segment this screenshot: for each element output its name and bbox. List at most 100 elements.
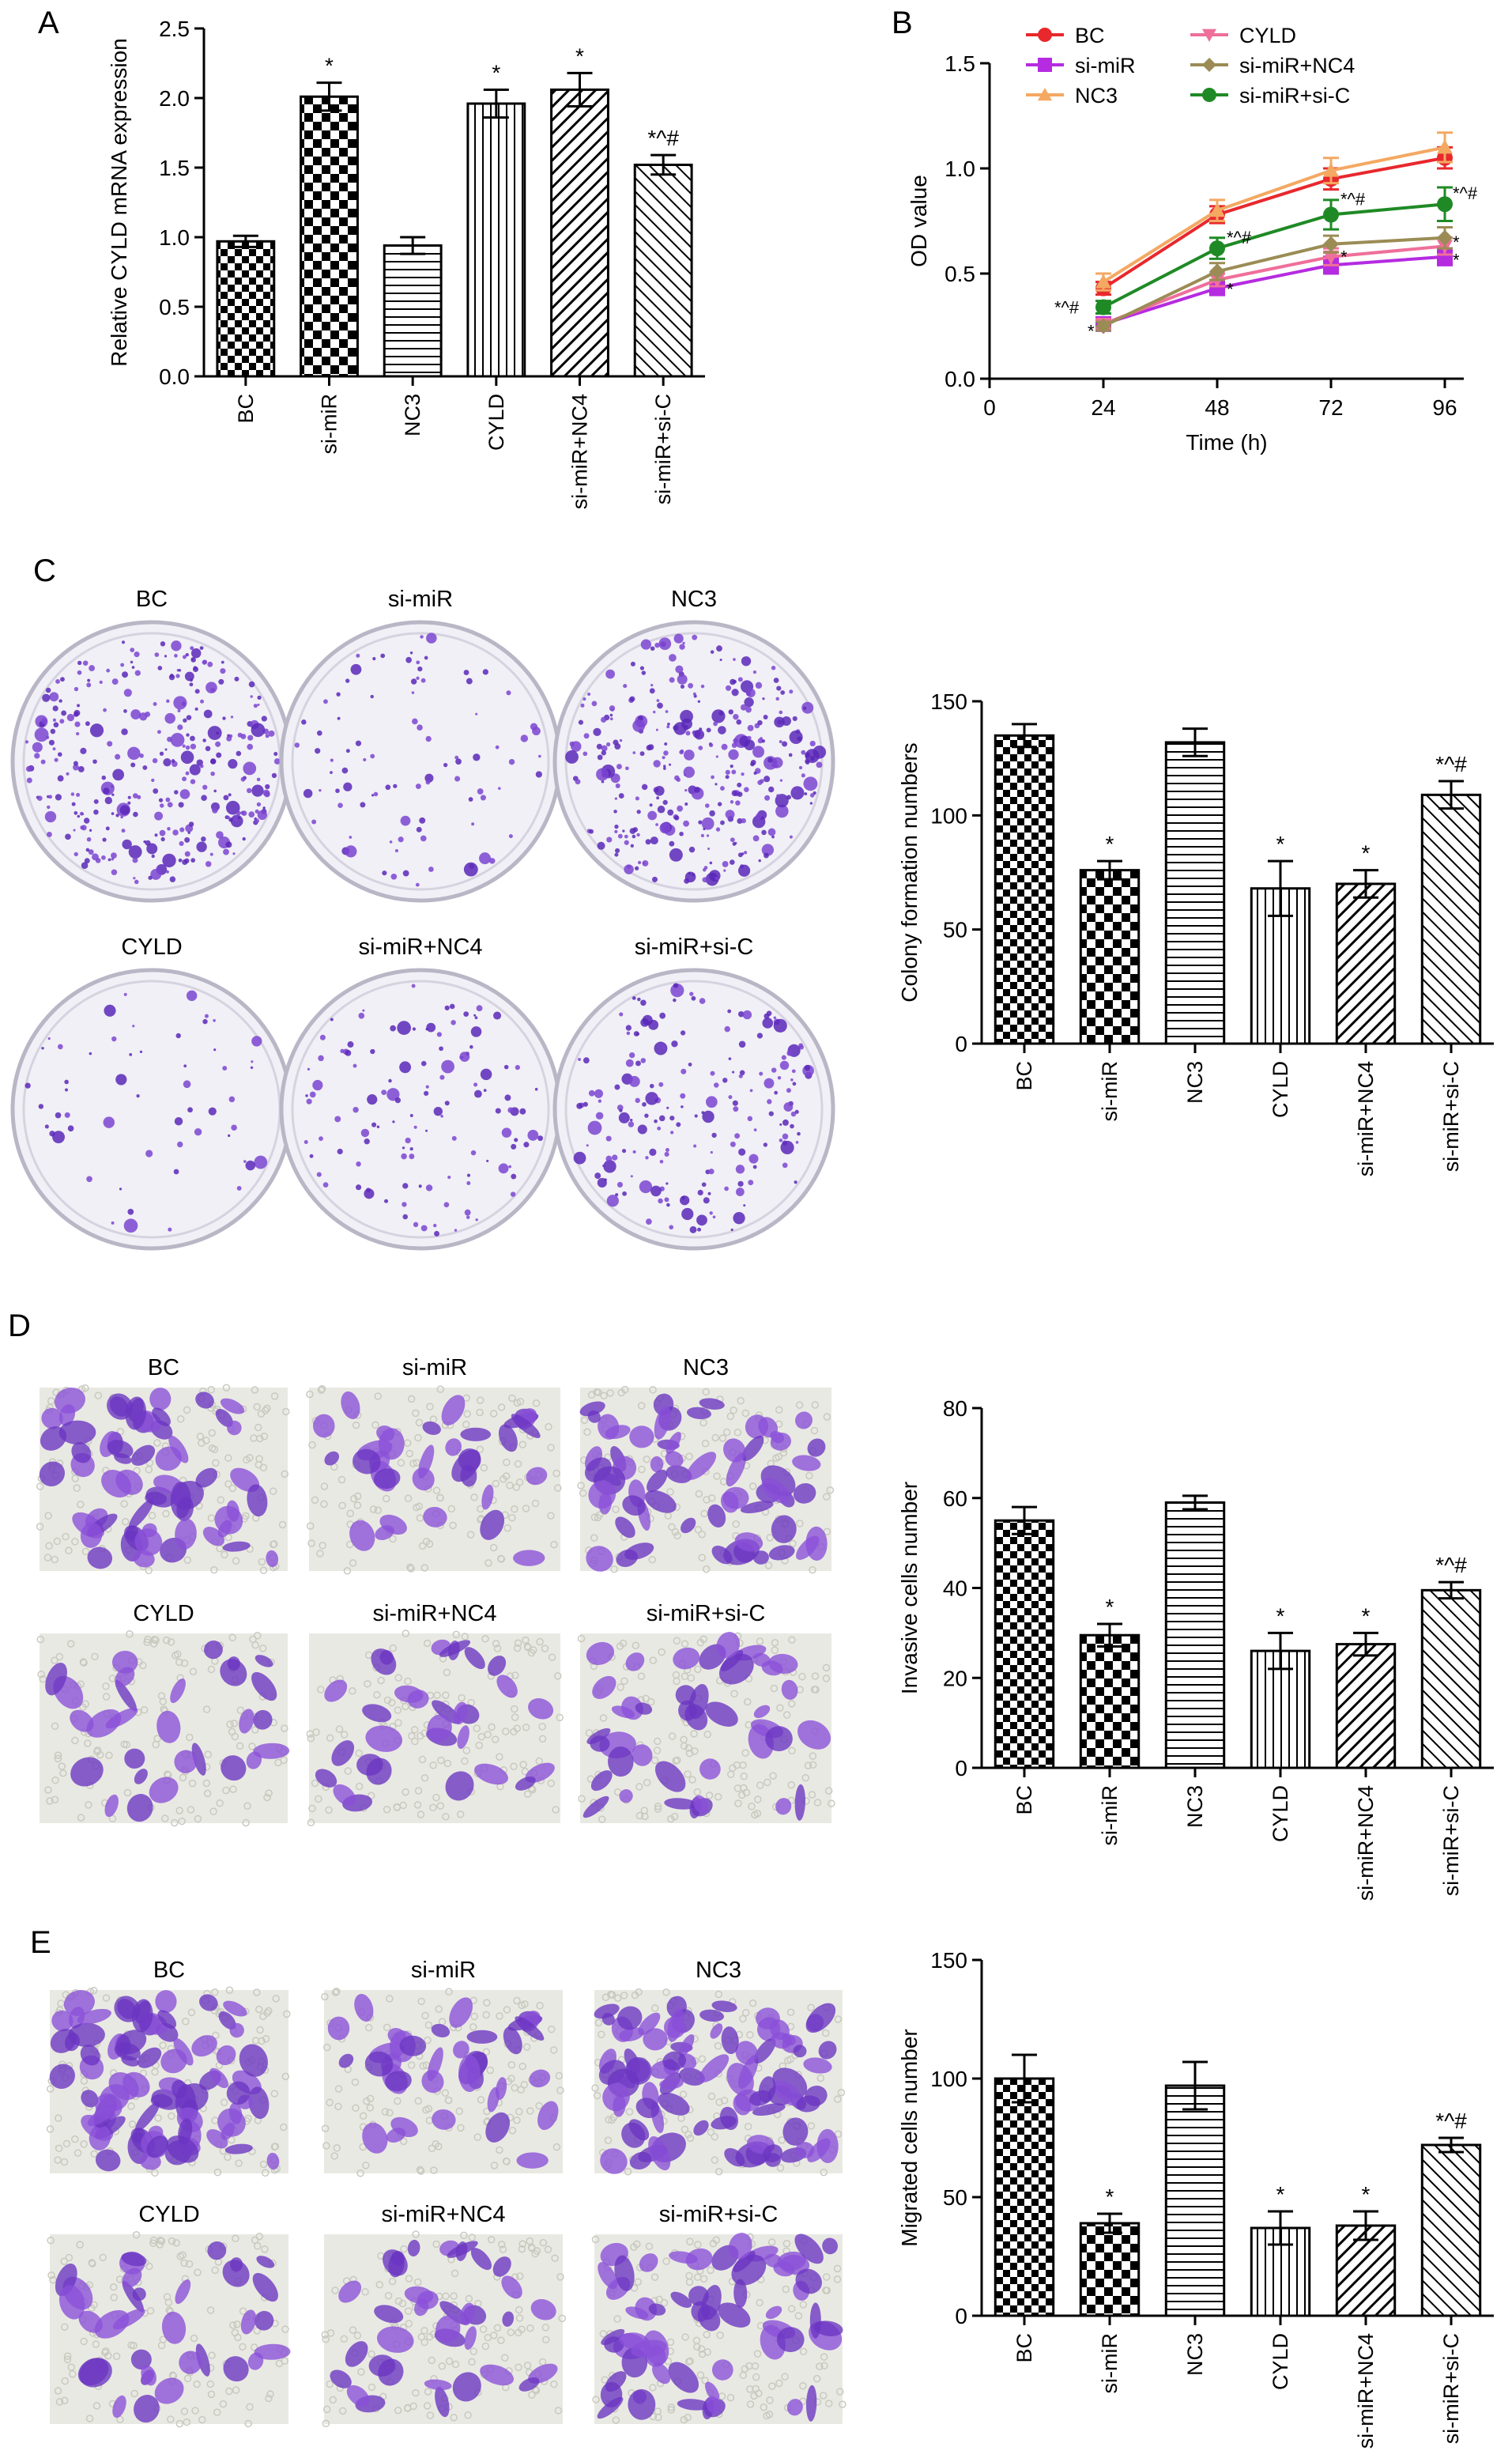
colony-dot: [630, 1119, 633, 1122]
colony-dot: [257, 810, 268, 821]
colony-dot: [466, 1173, 471, 1177]
stained-cell: [669, 2251, 698, 2264]
image-label: si-miR+NC4: [372, 1601, 496, 1626]
pore: [635, 1783, 643, 1791]
pore: [202, 1779, 211, 1788]
stained-cell: [356, 1754, 383, 1776]
stained-cell: [157, 2010, 177, 2029]
colony-dot: [25, 740, 29, 744]
pore: [823, 1413, 831, 1421]
stained-cell: [333, 1784, 356, 1806]
colony-dot: [81, 825, 87, 831]
colony-dot: [393, 784, 398, 788]
pore: [608, 1991, 616, 1999]
pore: [423, 2402, 432, 2410]
colony-dot: [345, 845, 357, 858]
colony-dot: [77, 660, 82, 666]
colony-dot: [464, 1209, 471, 1216]
colony-dot: [779, 710, 783, 715]
colony-dot: [222, 1066, 228, 1071]
stained-cell: [711, 1545, 733, 1565]
pore: [812, 1686, 820, 1694]
colony-dot: [25, 1082, 31, 1089]
colony-dot: [64, 1112, 70, 1118]
colony-dot: [210, 687, 216, 693]
pore: [229, 2321, 237, 2329]
pore: [492, 1640, 500, 1648]
data-point-si-mir-nc4: [1323, 236, 1339, 252]
pore: [338, 1501, 346, 1509]
stained-cell: [792, 1455, 821, 1471]
colony-dot: [587, 1120, 602, 1135]
colony-dot: [773, 761, 776, 764]
pore: [307, 1818, 315, 1827]
pore: [321, 2124, 330, 2132]
colony-dot: [89, 723, 104, 738]
pore: [206, 2306, 215, 2314]
colony-dot: [111, 784, 115, 788]
colony-dot: [372, 657, 376, 661]
colony-dot: [767, 757, 773, 763]
colony-dot: [764, 776, 771, 783]
colony-dot: [508, 834, 513, 839]
stained-cell: [526, 1467, 548, 1486]
bar-bc: [994, 2077, 1055, 2317]
colony-dot: [650, 1185, 662, 1197]
colony-dot: [241, 810, 247, 817]
colony-dot: [243, 761, 257, 776]
colony-dot: [104, 1004, 116, 1017]
pore: [353, 2332, 362, 2339]
stained-cell: [404, 2286, 434, 2304]
colony-dot: [735, 800, 741, 806]
pore: [578, 1795, 586, 1803]
data-point-nc3: [1095, 274, 1111, 289]
stained-cell: [621, 2122, 646, 2148]
pore: [191, 2407, 199, 2415]
pore: [208, 2351, 216, 2359]
pore: [748, 1999, 757, 2007]
stained-cell: [170, 1678, 186, 1704]
colony-dot: [439, 1074, 445, 1080]
colony-dot: [376, 1125, 380, 1129]
pore: [591, 2235, 600, 2244]
colony-dot: [816, 761, 823, 768]
pore: [730, 1690, 738, 1698]
colony-dot: [111, 678, 119, 685]
colony-dot: [658, 1115, 666, 1122]
pore: [526, 2324, 534, 2332]
colony-dot: [614, 824, 619, 829]
pore: [408, 1732, 416, 1740]
pore: [92, 2402, 101, 2410]
pore: [65, 1546, 73, 1554]
colony-dot: [415, 784, 421, 790]
pore: [556, 2273, 564, 2281]
colony-dot: [733, 658, 736, 661]
stained-cell: [458, 2054, 481, 2092]
pore: [631, 1991, 639, 1999]
pore: [701, 1440, 710, 1448]
colony-dot: [468, 797, 473, 802]
pore: [799, 2381, 807, 2390]
stained-cell: [101, 1470, 132, 1498]
x-tick-label-si-mir-nc4: si-miR+NC4: [1354, 2333, 1378, 2449]
colony-dot: [632, 751, 636, 754]
colony-dot: [658, 1198, 663, 1204]
colony-dot: [596, 768, 609, 781]
colony-dot: [240, 776, 246, 782]
pore: [187, 2008, 196, 2017]
colony-dot: [749, 1089, 753, 1093]
pore: [452, 1630, 460, 1639]
colony-dot: [630, 661, 635, 666]
pore: [174, 1650, 182, 1659]
colony-dot: [694, 1114, 698, 1118]
colony-dot: [41, 1047, 44, 1050]
pore: [59, 1769, 67, 1777]
pore: [518, 1441, 526, 1448]
pore: [507, 2328, 515, 2336]
colony-dot: [416, 676, 420, 680]
colony-dot: [677, 805, 684, 812]
colony-dot: [761, 844, 775, 856]
stained-cell: [740, 1501, 774, 1514]
stained-cell: [71, 1442, 92, 1463]
pore: [226, 1720, 234, 1728]
